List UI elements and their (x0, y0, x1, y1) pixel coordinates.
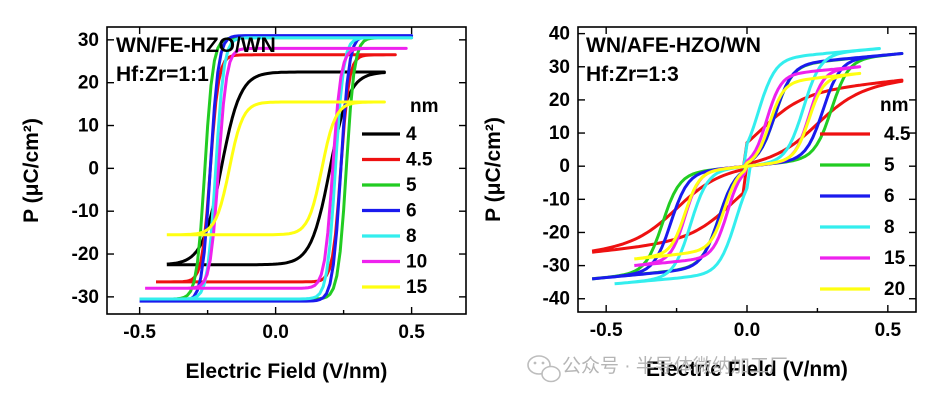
legend-label-4.5: 4.5 (406, 150, 433, 171)
series-curve-4 (166, 70, 386, 267)
legend: nm 4 4.5 5 6 8 10 15 (362, 96, 439, 298)
x-tick-label: -0.5 (123, 322, 156, 343)
legend-title: nm (880, 95, 909, 116)
y-tick-label: 30 (78, 30, 99, 51)
legend-label-4: 4 (406, 124, 417, 145)
y-tick-label: 0 (559, 156, 570, 177)
plot-frame (106, 26, 467, 315)
legend-label-8: 8 (406, 226, 417, 247)
sample-annotation: WN/FE-HZO/WN (116, 34, 276, 57)
y-tick-label: 10 (78, 116, 99, 137)
series-curve-6 (591, 52, 904, 281)
y-tick-label: -10 (72, 201, 99, 222)
y-tick-label: -30 (543, 256, 570, 277)
legend-label-4.5: 4.5 (884, 124, 911, 145)
y-tick-label: 40 (549, 24, 570, 45)
legend-label-6: 6 (884, 186, 895, 207)
right-chart: -0.5 0.0 0.5 -40 -30 -20 -10 0 10 20 30 40 Electric … (482, 24, 917, 381)
series-curve-8 (614, 47, 881, 286)
x-tick-label: 0.5 (398, 322, 425, 343)
left-chart: -0.5 0.0 0.5 -30 -20 -10 0 10 20 30 Electric Field… (20, 26, 467, 383)
x-axis-label: Electric Field (V/nm) (186, 360, 388, 383)
y-axis-label: P (μC/cm²) (20, 118, 43, 223)
legend-label-20: 20 (884, 279, 905, 300)
x-tick-label: -0.5 (590, 320, 623, 341)
watermark: 公众号 · 半导体微纳加工厂 (527, 355, 788, 383)
x-axis-label: Electric Field (V/nm) (646, 358, 848, 381)
sample-annotation: WN/AFE-HZO/WN (586, 34, 761, 57)
y-tick-label: 0 (88, 158, 99, 179)
series-curve-10 (145, 46, 408, 290)
y-tick-label: -20 (72, 244, 99, 265)
y-tick-label: 30 (549, 57, 570, 78)
series-curve-4.5 (591, 78, 904, 254)
y-tick-label: -30 (72, 287, 99, 308)
series-curve-15 (166, 100, 386, 237)
curves (591, 47, 904, 286)
y-axis-label: P (μC/cm²) (482, 117, 505, 222)
wechat-icon (527, 355, 561, 383)
y-tick-label: 10 (549, 123, 570, 144)
x-tick-label: 0.0 (734, 320, 760, 341)
legend-label-10: 10 (406, 252, 427, 273)
legend-label-15: 15 (884, 248, 906, 269)
curves (139, 34, 414, 303)
legend-label-5: 5 (884, 155, 895, 176)
series-curve-8 (139, 36, 414, 301)
legend: nm 4.5 5 6 8 15 20 (820, 95, 911, 300)
y-tick-label: -10 (543, 189, 570, 210)
legend-label-8: 8 (884, 217, 895, 238)
legend-label-5: 5 (406, 175, 417, 196)
y-tick-label: -40 (543, 289, 570, 310)
x-tick-label: 0.0 (262, 322, 288, 343)
y-tick-label: 20 (549, 90, 570, 111)
series-curve-4.5 (156, 53, 397, 284)
legend-title: nm (410, 96, 439, 117)
sample-annotation: Hf:Zr=1:3 (586, 63, 679, 86)
series-curve-20 (634, 71, 862, 261)
x-tick-label: 0.5 (875, 320, 902, 341)
sample-annotation: Hf:Zr=1:1 (116, 63, 209, 86)
y-tick-label: 20 (78, 73, 99, 94)
legend-label-15: 15 (406, 277, 428, 298)
watermark-text: 公众号 · 半导体微纳加工厂 (562, 355, 788, 377)
legend-label-6: 6 (406, 201, 417, 222)
series-curve-6 (139, 34, 414, 303)
y-tick-label: -20 (543, 222, 570, 243)
